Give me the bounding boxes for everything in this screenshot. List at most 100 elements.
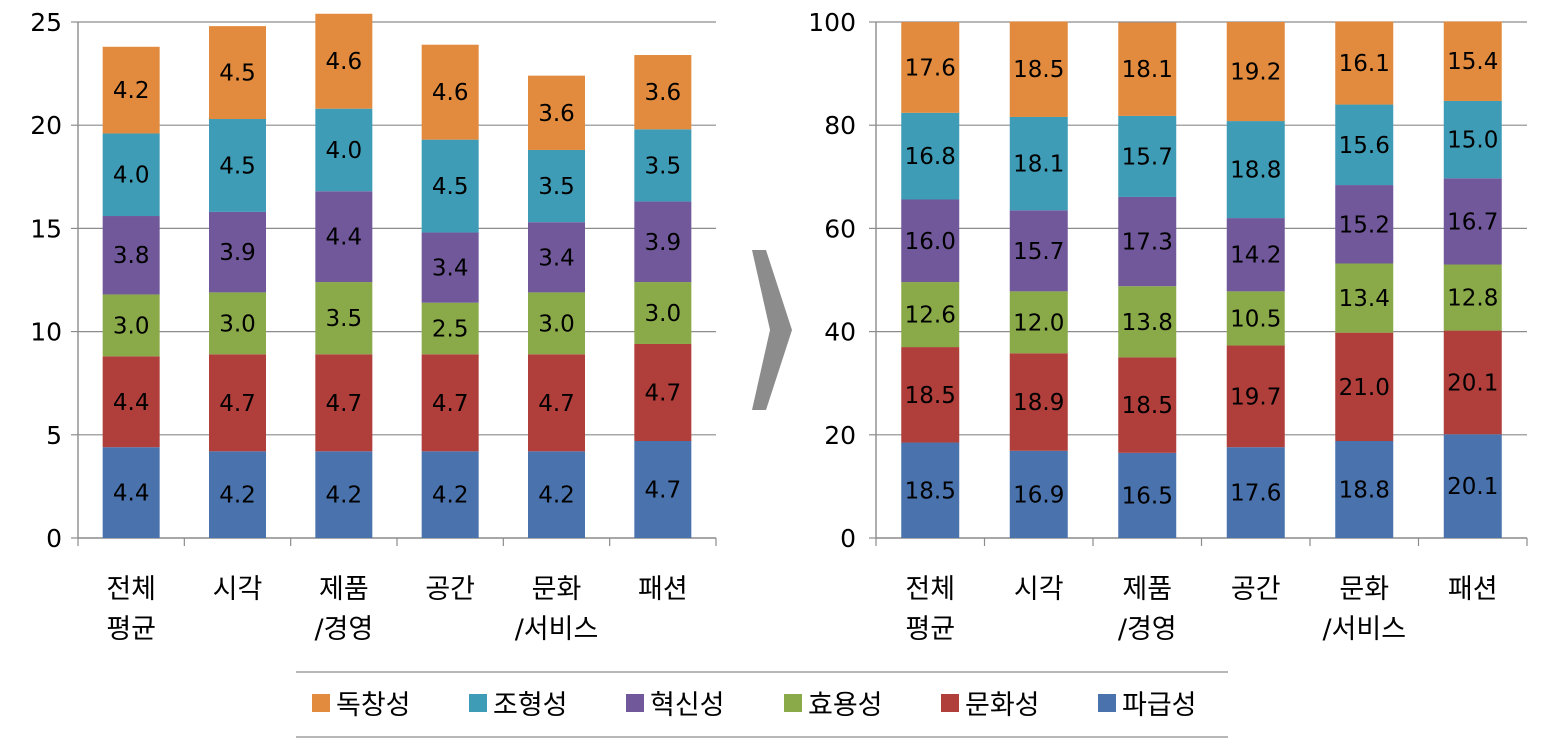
data-label: 4.5: [219, 153, 256, 179]
data-label: 17.3: [1122, 230, 1173, 256]
data-label: 4.7: [326, 391, 363, 417]
data-label: 4.5: [432, 174, 469, 200]
y-tick-label: 5: [46, 421, 62, 450]
bar-segment: [901, 282, 960, 348]
x-category-label: 공간: [1231, 574, 1281, 605]
bar-segment: [1335, 185, 1394, 264]
data-label: 20.1: [1447, 370, 1498, 396]
y-tick-label: 20: [30, 111, 62, 140]
bar-segment: [1335, 263, 1394, 333]
bar-segment: [1009, 210, 1068, 292]
data-label: 4.2: [432, 483, 469, 509]
bar-segment: [315, 354, 373, 452]
x-category-label: 제품/경영: [1118, 574, 1177, 645]
bar-segment: [1226, 291, 1285, 346]
bar-segment: [1118, 196, 1177, 287]
data-label: 16.7: [1447, 209, 1498, 235]
data-label: 15.7: [1122, 144, 1173, 170]
data-label: 12.8: [1447, 286, 1498, 312]
y-tick-label: 60: [824, 214, 856, 243]
data-label: 3.6: [538, 101, 575, 127]
data-label: 3.4: [432, 256, 469, 282]
x-category-label: 전체 평균: [905, 574, 955, 645]
data-label: 21.0: [1339, 375, 1390, 401]
bar-segment: [634, 282, 692, 344]
arrow-right-icon: [752, 250, 792, 410]
bar-segment: [421, 451, 479, 538]
x-category-label: 패션: [638, 574, 688, 605]
bar-segment: [1443, 100, 1502, 179]
data-label: 4.4: [113, 390, 150, 416]
bar-segment: [1443, 264, 1502, 331]
data-label: 18.5: [1013, 57, 1064, 83]
legend-swatch: [784, 694, 802, 712]
legend-label: 혁신성: [650, 690, 725, 721]
bar-segment: [102, 356, 160, 448]
y-tick-label: 40: [824, 318, 856, 347]
data-label: 19.2: [1230, 60, 1281, 86]
bar-segment: [102, 46, 160, 134]
bar-segment: [528, 354, 585, 452]
data-label: 10.5: [1230, 306, 1281, 332]
data-label: 15.4: [1447, 49, 1498, 75]
legend: 독창성 조형성 혁신성 효용성 문화성 파급성: [296, 671, 1228, 738]
data-label: 13.4: [1339, 286, 1390, 312]
bar-segment: [1443, 434, 1502, 538]
x-category-label: 문화/서비스: [1322, 574, 1406, 645]
bar-segment: [102, 216, 160, 295]
bar-segment: [315, 282, 373, 355]
data-label: 4.4: [113, 481, 150, 507]
bar-segment: [315, 108, 373, 192]
bar-segment: [1118, 115, 1177, 197]
data-label: 4.4: [326, 225, 363, 251]
bar-segment: [1226, 22, 1285, 122]
data-label: 3.8: [113, 243, 150, 269]
bar-segment: [1443, 330, 1502, 435]
data-label: 20.1: [1447, 474, 1498, 500]
legend-label: 문화성: [965, 690, 1040, 721]
data-label: 18.8: [1339, 477, 1390, 503]
x-category-label: 전체 평균: [106, 574, 156, 645]
data-label: 4.0: [326, 138, 363, 164]
bar-segment: [1118, 22, 1177, 116]
bar-segment: [528, 451, 585, 538]
bar-segment: [901, 112, 960, 200]
data-label: 18.5: [905, 383, 956, 409]
bar-segment: [1118, 357, 1177, 453]
bar-segment: [421, 44, 479, 140]
bar-segment: [315, 13, 373, 109]
bar-segment: [102, 447, 160, 538]
bar-segment: [1118, 452, 1177, 538]
bar-segment: [1335, 21, 1394, 105]
legend-label: 독창성: [336, 690, 411, 721]
data-label: 4.7: [645, 380, 682, 406]
bar-segment: [634, 440, 692, 538]
y-tick-label: 80: [824, 111, 856, 140]
legend-label: 효용성: [808, 690, 883, 721]
bar-segment: [634, 201, 692, 283]
data-label: 14.2: [1230, 243, 1281, 269]
bar-segment: [209, 119, 266, 212]
data-label: 3.5: [538, 174, 575, 200]
bar-segment: [1009, 450, 1068, 538]
y-tick-label: 20: [824, 421, 856, 450]
arrow-shape: [752, 250, 792, 410]
legend-swatch: [1098, 694, 1116, 712]
bar-segment: [1009, 353, 1068, 451]
data-label: 18.5: [905, 478, 956, 504]
data-label: 17.6: [1230, 481, 1281, 507]
y-tick-label: 0: [46, 524, 62, 553]
bar-segment: [1443, 178, 1502, 265]
data-label: 17.6: [905, 55, 956, 81]
x-category-label: 패션: [1448, 574, 1498, 605]
data-label: 2.5: [432, 317, 469, 343]
data-label: 18.1: [1013, 152, 1064, 178]
bar-segment: [102, 294, 160, 357]
data-label: 3.5: [645, 153, 682, 179]
bar-segment: [1335, 332, 1394, 441]
data-label: 4.0: [113, 163, 150, 189]
data-label: 3.0: [538, 311, 575, 337]
bar-segment: [209, 211, 266, 293]
bar-segment: [1226, 447, 1285, 538]
